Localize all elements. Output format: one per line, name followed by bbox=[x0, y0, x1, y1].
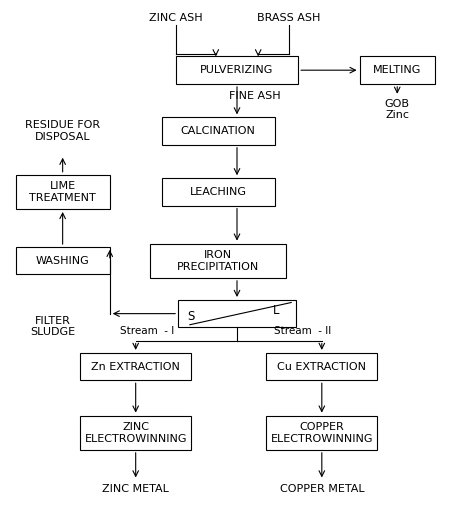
Text: RESIDUE FOR
DISPOSAL: RESIDUE FOR DISPOSAL bbox=[25, 120, 100, 142]
Text: BRASS ASH: BRASS ASH bbox=[257, 13, 320, 22]
Text: L: L bbox=[273, 304, 279, 317]
Text: LEACHING: LEACHING bbox=[190, 187, 246, 197]
Text: MELTING: MELTING bbox=[373, 65, 421, 75]
Text: FILTER
SLUDGE: FILTER SLUDGE bbox=[31, 315, 76, 337]
Text: PULVERIZING: PULVERIZING bbox=[201, 65, 273, 75]
Text: LIME
TREATMENT: LIME TREATMENT bbox=[29, 181, 96, 203]
Bar bbox=[359, 56, 435, 84]
Bar bbox=[178, 300, 296, 327]
Text: ZINC ASH: ZINC ASH bbox=[149, 13, 202, 22]
Text: CALCINATION: CALCINATION bbox=[181, 126, 255, 136]
Text: Zn EXTRACTION: Zn EXTRACTION bbox=[91, 362, 180, 371]
Bar bbox=[266, 415, 377, 450]
Text: Cu EXTRACTION: Cu EXTRACTION bbox=[277, 362, 366, 371]
Bar bbox=[80, 415, 191, 450]
Bar bbox=[162, 178, 275, 206]
Bar bbox=[16, 247, 110, 275]
Bar bbox=[176, 56, 298, 84]
Text: COPPER
ELECTROWINNING: COPPER ELECTROWINNING bbox=[271, 422, 373, 444]
Text: IRON
PRECIPITATION: IRON PRECIPITATION bbox=[177, 250, 259, 271]
Bar bbox=[266, 353, 377, 380]
Text: Stream  - II: Stream - II bbox=[274, 326, 332, 336]
Text: COPPER METAL: COPPER METAL bbox=[280, 484, 364, 494]
Text: FINE ASH: FINE ASH bbox=[229, 90, 281, 101]
Bar bbox=[162, 117, 275, 145]
Text: ZINC METAL: ZINC METAL bbox=[102, 484, 169, 494]
Bar bbox=[150, 244, 286, 278]
Text: ZINC
ELECTROWINNING: ZINC ELECTROWINNING bbox=[84, 422, 187, 444]
Bar bbox=[80, 353, 191, 380]
Text: Stream  - I: Stream - I bbox=[120, 326, 174, 336]
Text: WASHING: WASHING bbox=[36, 256, 90, 265]
Text: GOB
Zinc: GOB Zinc bbox=[385, 99, 410, 120]
Bar bbox=[16, 174, 110, 209]
Text: S: S bbox=[188, 310, 195, 323]
